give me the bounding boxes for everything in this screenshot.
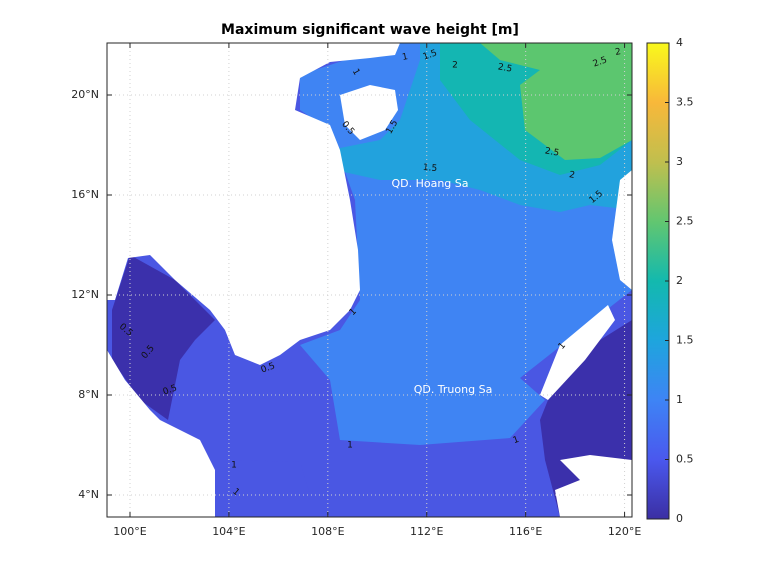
contour-label: 2 [452,61,458,71]
contour-label: 2.5 [497,62,513,74]
contour-label: 1 [512,435,521,446]
colorbar-tick-label: 2 [676,274,683,287]
sea-0 [112,255,215,420]
land [107,350,215,517]
colorbar-tick-label: 2.5 [676,215,694,228]
y-tick-label: 16°N [71,188,99,201]
x-tick-label: 120°E [608,525,641,538]
land [612,170,632,290]
contour-label: 0.5 [260,361,277,375]
sea-0-5 [225,460,310,500]
x-tick-label: 112°E [410,525,443,538]
grid [107,43,632,517]
colorbar-tick-label: 0 [676,512,683,525]
contour-label: 1 [557,341,568,352]
colorbar-tick-label: 3 [676,155,683,168]
colorbar-tick-label: 0.5 [676,453,694,466]
contour-label: 2.5 [544,146,560,158]
contour-label: 1 [401,52,408,63]
chart-title: Maximum significant wave height [m] [221,22,519,38]
land [540,305,615,400]
land [340,85,398,140]
axes: 100°E 104°E 108°E 112°E 116°E 120°E 4°N 8°N 12°N… [71,36,693,538]
contour-label: 1 [230,487,241,498]
map: 1.512 2.5 2.5211.50.51.52.521.510.50.50.50… [107,43,632,517]
contour-label: 0.5 [162,383,179,397]
y-tick-label: 20°N [71,88,99,101]
contour-label: 2 [614,47,621,58]
contour-label: 1 [350,67,362,77]
colorbar-tick-label: 1 [676,393,683,406]
contour-label: 1 [348,307,359,318]
contour-label: 1.5 [422,163,437,174]
land [555,455,632,517]
colorbar-tick-label: 3.5 [676,96,694,109]
sea-2-5 [480,43,632,160]
contour-label: 1.5 [422,48,439,62]
colorbar-tick-label: 1.5 [676,334,694,347]
place-label: QD. Truong Sa [414,383,493,396]
colorbar-tick-label: 4 [676,36,683,49]
y-tick-label: 12°N [71,288,99,301]
land [107,43,400,365]
x-tick-label: 116°E [509,525,542,538]
contour-label: 1 [231,461,237,471]
x-tick-label: 100°E [113,525,146,538]
x-tick-label: 104°E [212,525,245,538]
contour-label: 1 [347,441,353,451]
y-tick-label: 4°N [78,488,99,501]
x-tick-label: 108°E [311,525,344,538]
plot-frame [106,42,633,518]
contour-label: 2 [568,170,575,181]
place-label: QD. Hoang Sa [391,177,468,190]
contour-label: 2.5 [592,55,609,69]
y-tick-label: 8°N [78,388,99,401]
